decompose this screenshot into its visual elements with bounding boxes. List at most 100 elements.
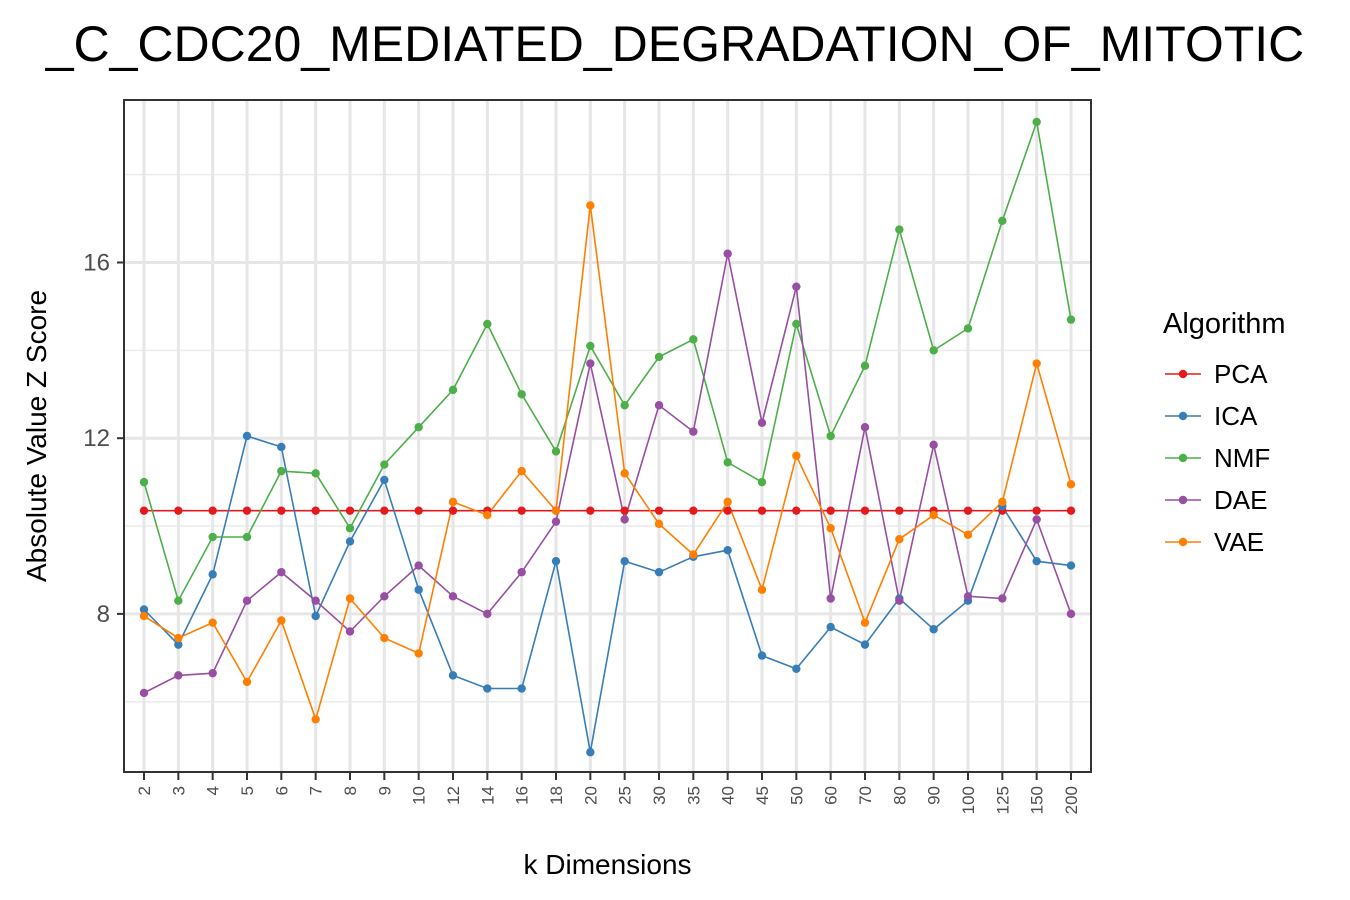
data-point-dae xyxy=(448,592,458,601)
x-tick-label: 125 xyxy=(993,786,1012,814)
series-line-nmf xyxy=(143,118,1072,603)
data-point-vae xyxy=(517,466,526,476)
data-point-dae xyxy=(311,596,320,605)
data-point-dae xyxy=(551,517,561,526)
data-point-vae xyxy=(277,616,286,625)
data-point-dae xyxy=(414,561,423,570)
x-tick-label: 200 xyxy=(1062,786,1081,814)
data-point-nmf xyxy=(792,319,801,329)
x-tick-label: 45 xyxy=(753,786,772,805)
data-point-nmf xyxy=(654,352,664,362)
data-point-vae xyxy=(311,715,320,724)
x-tick-label: 90 xyxy=(925,786,944,805)
data-point-ica xyxy=(860,640,870,649)
x-tick-label: 5 xyxy=(238,786,257,795)
data-point-ica xyxy=(139,605,149,614)
x-tick-label: 2 xyxy=(135,786,154,795)
data-point-dae xyxy=(963,592,973,601)
data-point-dae xyxy=(757,418,767,428)
y-tick-label: 16 xyxy=(83,250,110,277)
legend-title: Algorithm xyxy=(1163,308,1286,340)
data-point-vae xyxy=(242,677,252,687)
data-point-dae xyxy=(139,688,149,698)
data-point-dae xyxy=(483,609,492,619)
x-tick-label: 9 xyxy=(375,786,394,795)
data-point-ica xyxy=(1066,561,1076,570)
data-point-vae xyxy=(483,510,492,520)
data-point-nmf xyxy=(963,324,973,333)
data-point-dae xyxy=(1032,515,1041,524)
data-point-nmf xyxy=(860,361,870,370)
data-point-pca xyxy=(586,506,595,515)
data-point-vae xyxy=(723,497,732,507)
data-point-vae xyxy=(551,506,561,515)
legend-label-nmf: NMF xyxy=(1214,443,1270,473)
data-point-vae xyxy=(174,633,183,643)
x-tick-label: 12 xyxy=(444,786,463,805)
data-point-pca xyxy=(380,506,389,515)
data-point-ica xyxy=(174,640,183,649)
data-point-vae xyxy=(208,618,217,627)
data-point-dae xyxy=(277,567,286,577)
data-point-nmf xyxy=(998,216,1007,225)
legend-key-point-nmf xyxy=(1178,453,1188,463)
data-point-dae xyxy=(723,249,732,258)
data-point-ica xyxy=(586,748,595,757)
legend: Algorithm PCA ICA NMF DAE VAE xyxy=(1163,308,1286,557)
data-point-nmf xyxy=(242,532,252,542)
data-point-ica xyxy=(345,537,355,546)
data-point-nmf xyxy=(551,447,561,456)
data-point-vae xyxy=(826,524,835,533)
x-tick-label: 70 xyxy=(856,786,875,805)
x-tick-label: 3 xyxy=(169,786,188,795)
data-point-dae xyxy=(242,596,252,605)
data-point-nmf xyxy=(826,431,835,441)
data-point-nmf xyxy=(483,319,492,329)
data-point-ica xyxy=(414,585,423,594)
data-point-vae xyxy=(792,451,801,460)
data-point-dae xyxy=(345,627,355,636)
data-point-pca xyxy=(757,506,767,515)
points-layer xyxy=(139,117,1076,757)
data-point-dae xyxy=(1066,609,1076,619)
data-point-nmf xyxy=(139,477,149,487)
legend-label-pca: PCA xyxy=(1214,359,1268,389)
data-point-dae xyxy=(826,594,835,603)
lines-layer xyxy=(143,118,1072,753)
data-point-nmf xyxy=(723,458,732,467)
data-point-nmf xyxy=(757,477,767,487)
plot-panel xyxy=(124,100,1091,772)
data-point-vae xyxy=(998,497,1007,507)
data-point-vae xyxy=(929,510,938,520)
data-point-ica xyxy=(723,545,732,555)
y-tick-label: 8 xyxy=(97,601,110,628)
x-tick-label: 60 xyxy=(822,786,841,805)
x-tick-label: 30 xyxy=(650,786,669,805)
series-line-dae xyxy=(143,253,1072,694)
grid-layer xyxy=(124,100,1091,772)
legend-label-vae: VAE xyxy=(1214,527,1264,557)
data-point-vae xyxy=(448,497,458,507)
data-point-vae xyxy=(1032,359,1041,368)
data-point-pca xyxy=(208,506,217,515)
data-point-ica xyxy=(929,625,938,634)
x-tick-label: 6 xyxy=(272,786,291,795)
x-tick-label: 40 xyxy=(719,786,738,805)
data-point-pca xyxy=(860,506,870,515)
data-point-vae xyxy=(860,618,870,627)
data-point-dae xyxy=(654,401,664,410)
x-tick-label: 150 xyxy=(1028,786,1047,814)
data-point-ica xyxy=(311,611,320,621)
x-tick-label: 80 xyxy=(890,786,909,805)
legend-key-point-dae xyxy=(1178,495,1188,505)
data-point-nmf xyxy=(414,423,423,432)
plot-panel-border xyxy=(123,99,1092,773)
data-point-ica xyxy=(654,567,664,577)
series-line-vae xyxy=(143,205,1072,722)
series-line-ica xyxy=(143,434,1072,753)
x-tick-label: 25 xyxy=(616,786,635,805)
data-point-vae xyxy=(895,535,904,544)
data-point-pca xyxy=(517,506,526,515)
x-tick-label: 16 xyxy=(513,786,532,805)
